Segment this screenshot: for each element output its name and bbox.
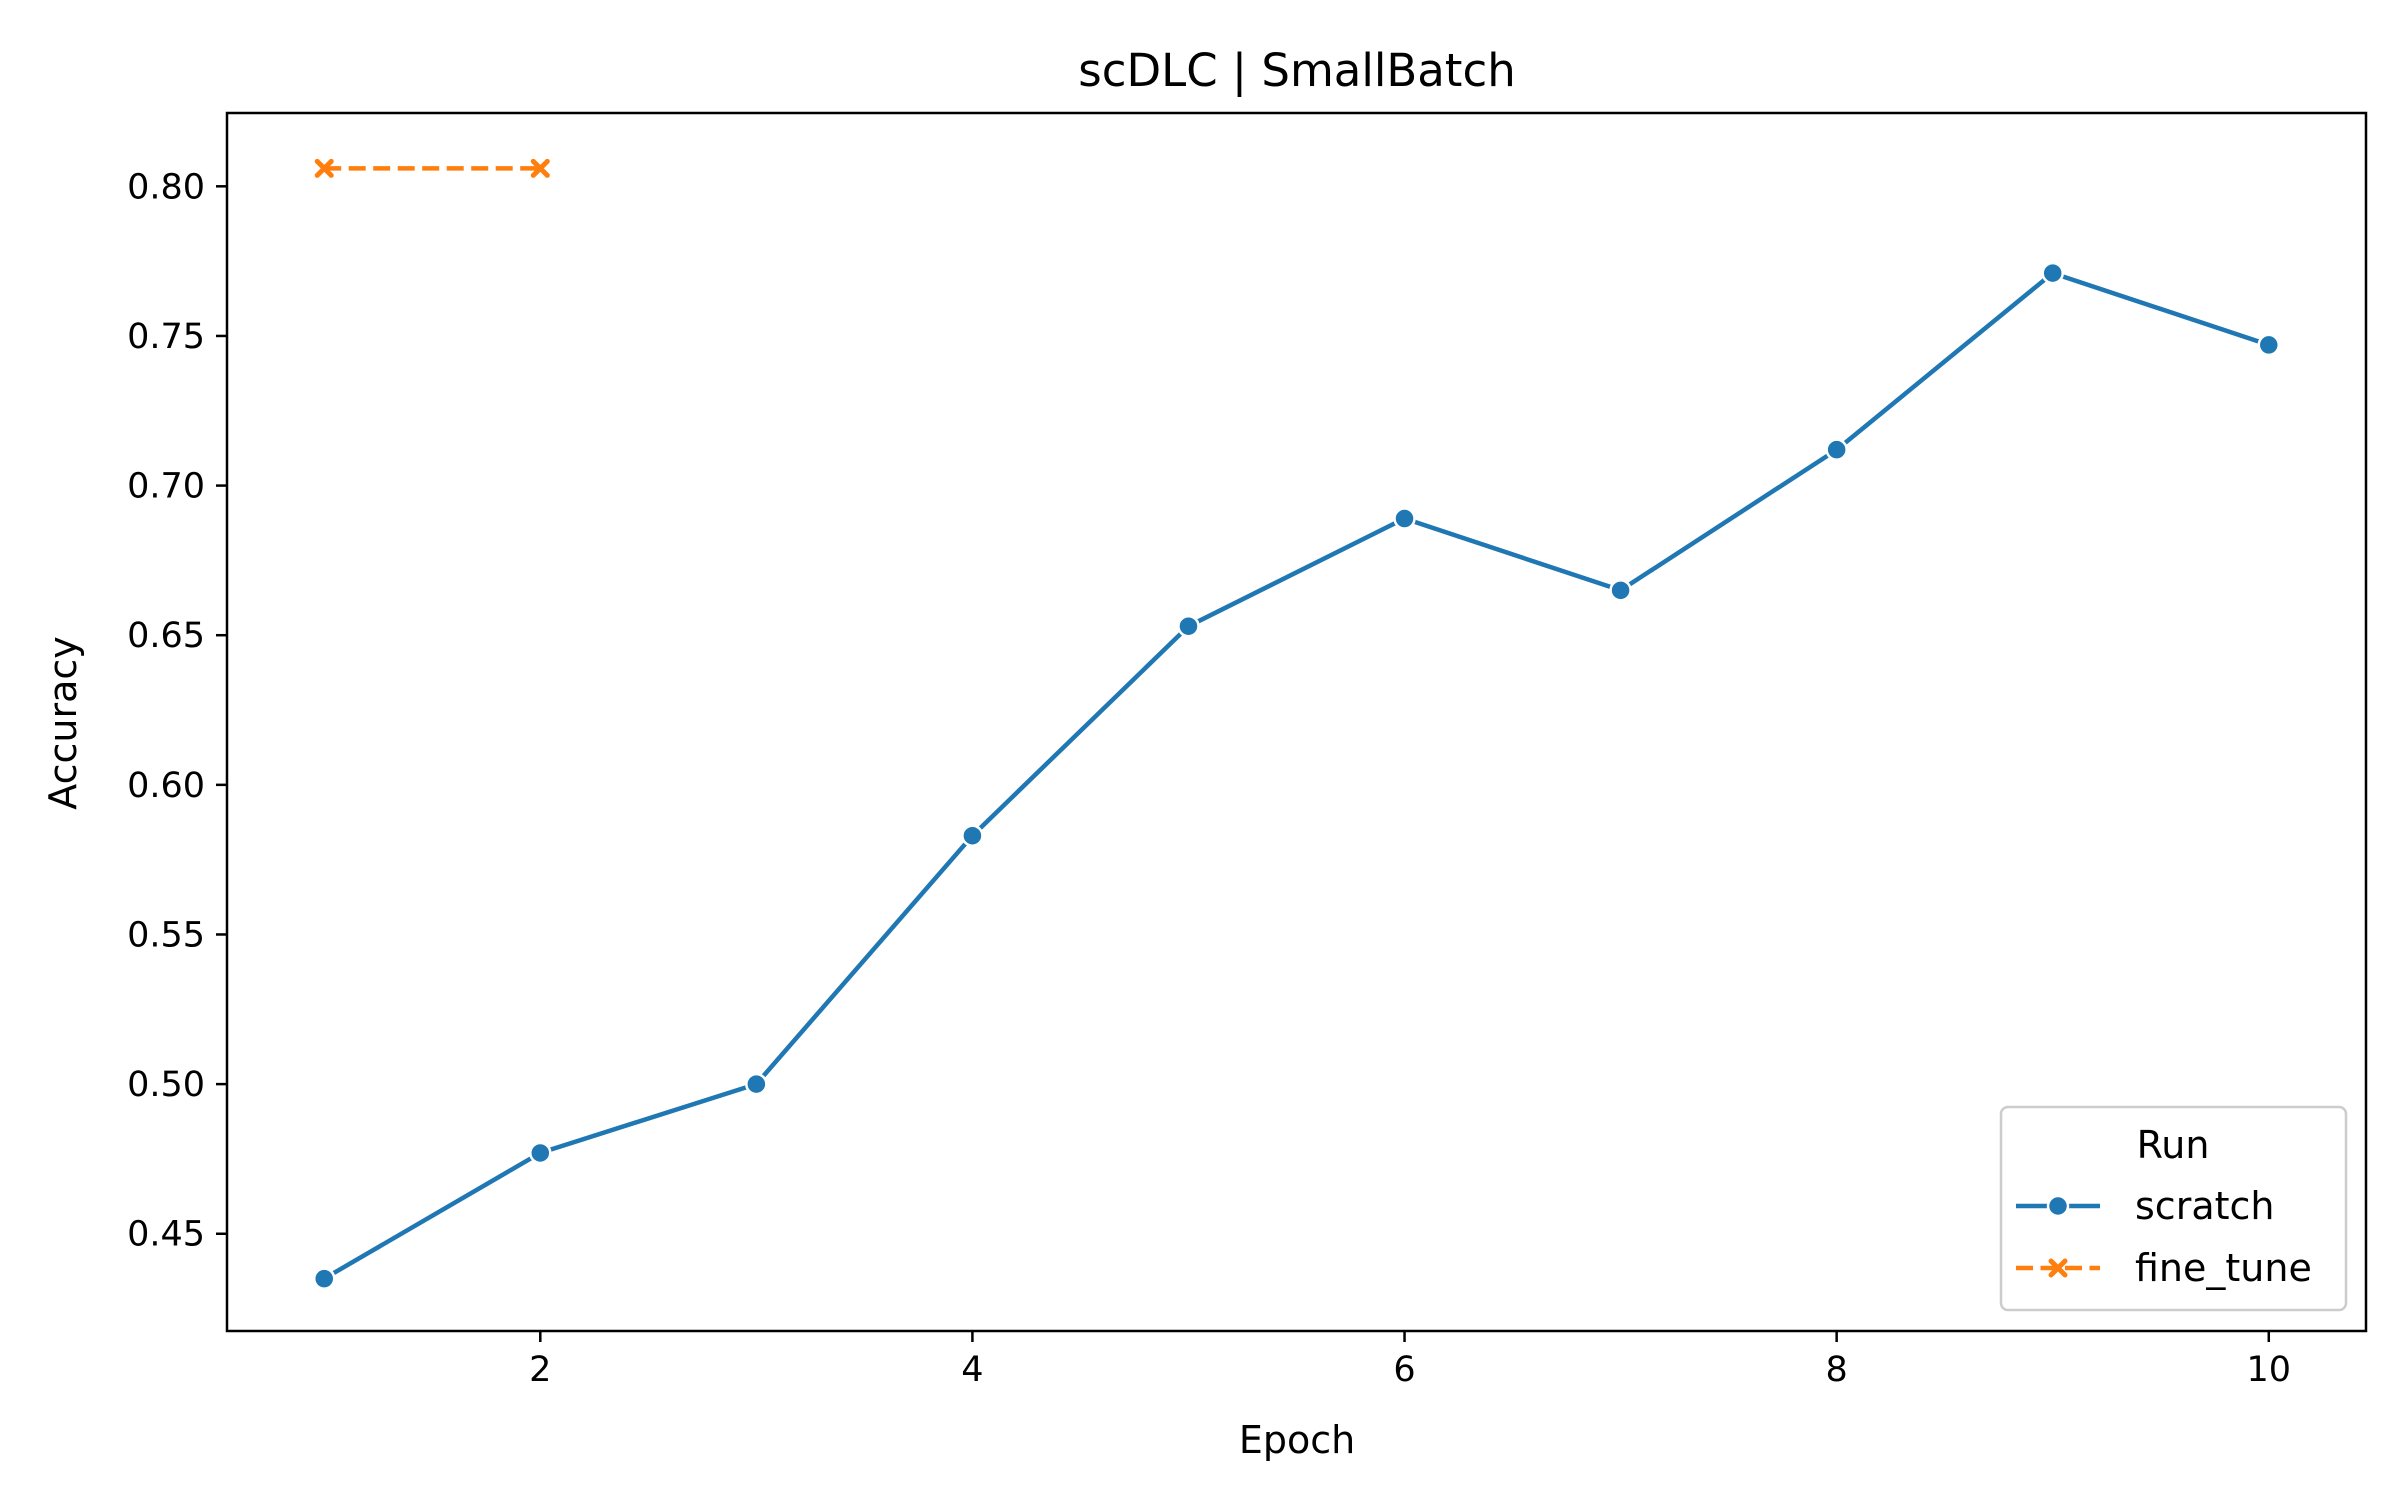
x-axis-title: Epoch [1239, 1418, 1355, 1462]
y-tick-label-0.70: 0.70 [127, 467, 205, 507]
legend: Run scratch fine_tune [1999, 1105, 2348, 1312]
chart-title: scDLC | SmallBatch [1078, 44, 1515, 97]
legend-item-fine_tune: fine_tune [2016, 1246, 2312, 1290]
data-point-scratch-9 [2041, 261, 2064, 285]
data-point-scratch-2 [529, 1141, 552, 1165]
data-point-scratch-10 [2257, 333, 2281, 357]
legend-label-scratch: scratch [2135, 1184, 2274, 1228]
x-axis: 2 4 6 8 10 [529, 1331, 2291, 1390]
series-line-scratch [323, 270, 2270, 1281]
legend-box [1999, 1105, 2348, 1312]
legend-item-scratch: scratch [2016, 1184, 2274, 1228]
legend-marker-scratch [2046, 1194, 2070, 1218]
x-tick-label-2: 2 [529, 1350, 551, 1390]
y-tick-label-0.55: 0.55 [127, 915, 205, 955]
x-tick-label-8: 8 [1826, 1350, 1848, 1390]
data-point-scratch-1 [312, 1267, 336, 1290]
y-axis-title: Accuracy [41, 636, 85, 810]
legend-label-fine_tune: fine_tune [2135, 1246, 2312, 1290]
y-tick-label-0.80: 0.80 [127, 167, 205, 207]
data-point-fine_tune-1 [314, 158, 334, 178]
y-tick-label-0.45: 0.45 [127, 1215, 205, 1255]
x-tick-label-6: 6 [1393, 1350, 1415, 1390]
y-tick-label-0.75: 0.75 [127, 317, 205, 357]
plot-frame [225, 111, 2368, 1333]
y-axis: 0.45 0.50 0.55 0.60 0.65 0.70 0.75 0.80 [127, 167, 227, 1255]
series-fine_tune [314, 158, 550, 178]
y-tick-label-0.50: 0.50 [127, 1065, 205, 1105]
data-point-scratch-7 [1609, 579, 1632, 602]
legend-marker-fine_tune [2048, 1258, 2068, 1278]
data-point-scratch-8 [1825, 438, 1848, 461]
series-scratch [312, 261, 2281, 1290]
data-point-scratch-6 [1393, 507, 1416, 530]
legend-title: Run [2137, 1123, 2210, 1167]
data-point-scratch-3 [745, 1072, 768, 1096]
x-tick-label-10: 10 [2246, 1350, 2291, 1390]
y-tick-label-0.60: 0.60 [127, 766, 205, 806]
y-tick-label-0.65: 0.65 [127, 616, 205, 656]
data-point-scratch-5 [1177, 614, 1200, 638]
data-point-fine_tune-2 [530, 158, 550, 178]
data-point-scratch-4 [961, 824, 984, 847]
x-tick-label-4: 4 [961, 1350, 983, 1390]
